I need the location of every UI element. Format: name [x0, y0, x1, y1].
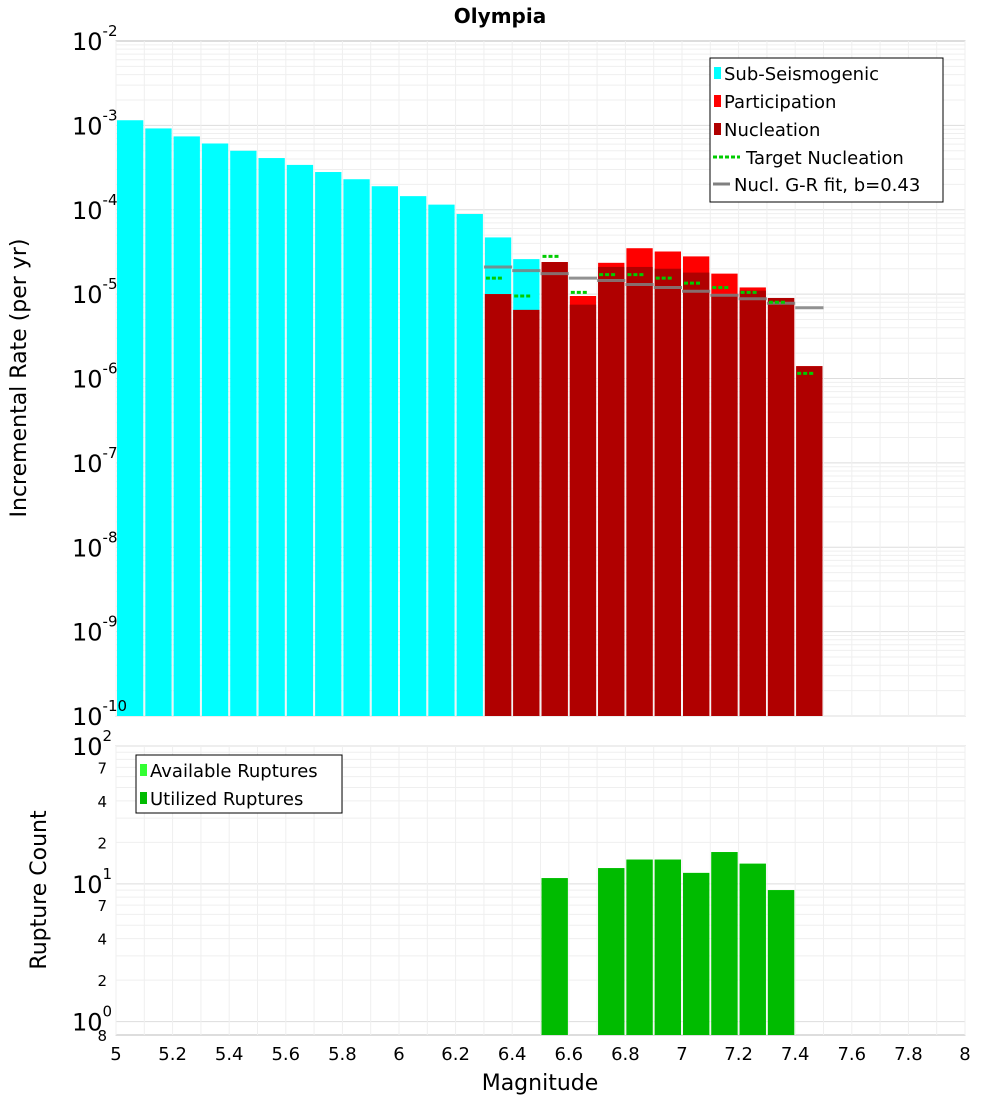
count-y-minor-tick-label: 7 — [97, 897, 107, 915]
legend-label-target-nucleation: Target Nucleation — [745, 148, 904, 169]
nucleation-bar — [598, 266, 625, 716]
sub-seismogenic-bar — [230, 150, 257, 716]
rate-y-tick-label: 10-5 — [72, 275, 118, 309]
utilized-ruptures-bar — [767, 890, 795, 1035]
legend-swatch-utilized-ruptures — [140, 792, 147, 804]
legend-label-sub-seismogenic: Sub-Seismogenic — [724, 64, 879, 85]
x-tick-label: 8 — [959, 1044, 970, 1065]
rate-legend: Sub-Seismogenic Participation Nucleation… — [709, 57, 944, 203]
count-y-axis-label: Rupture Count — [27, 810, 52, 970]
sub-seismogenic-bar — [456, 214, 483, 717]
x-tick-label: 7.2 — [724, 1044, 753, 1065]
rate-y-tick-label: 10-8 — [72, 528, 118, 562]
count-y-minor-tick-label: 7 — [97, 759, 107, 777]
legend-swatch-participation — [714, 95, 721, 107]
x-tick-label: 6.2 — [441, 1044, 470, 1065]
legend-swatch-sub-seismogenic — [714, 67, 721, 79]
sub-seismogenic-bar — [343, 179, 370, 716]
count-x-ticks: 5 5.2 5.4 5.6 5.8 6 6.2 6.4 6.6 6.8 7 7.2 7.4 7.6 7.8 8 — [110, 1044, 970, 1065]
sub-seismogenic-bar — [145, 128, 172, 716]
rate-y-tick-label: 10-7 — [72, 444, 118, 478]
legend-label-utilized-ruptures: Utilized Ruptures — [150, 789, 303, 810]
nucleation-bar — [711, 294, 738, 716]
x-tick-label: 5.2 — [158, 1044, 187, 1065]
rate-panel: 10-2 10-3 10-4 10-5 10-6 10-7 10-8 10-9 10-10 In… — [7, 22, 966, 731]
nucleation-bar — [569, 304, 597, 716]
x-tick-label: 6.4 — [498, 1044, 527, 1065]
x-tick-label: 6.8 — [611, 1044, 640, 1065]
nucleation-bar — [484, 294, 512, 716]
legend-label-gr-fit: Nucl. G-R fit, b=0.43 — [734, 175, 920, 196]
nucleation-bar — [513, 309, 540, 716]
count-panel: 102 101 100 7 4 2 7 4 2 8 5 5.2 5.4 5.6 5.8 6 6.2 6.4 6.6… — [27, 727, 971, 1096]
x-tick-label: 7.4 — [781, 1044, 810, 1065]
rate-lines — [483, 254, 824, 375]
rate-y-tick-label: 10-10 — [72, 697, 127, 731]
sub-seismogenic-bar — [173, 136, 200, 716]
rate-legend-box — [709, 57, 944, 203]
count-y-minor-tick-label: 2 — [97, 972, 107, 990]
x-tick-label: 5.8 — [328, 1044, 357, 1065]
nucleation-bar — [796, 366, 823, 716]
x-tick-label: 7 — [676, 1044, 687, 1065]
utilized-ruptures-bar — [598, 868, 625, 1035]
sub-seismogenic-bar — [286, 164, 314, 716]
nucleation-bar — [739, 290, 766, 716]
count-y-minor-tick-label: 4 — [97, 793, 107, 811]
nucleation-bar — [626, 266, 653, 716]
rate-y-axis-label: Incremental Rate (per yr) — [7, 239, 32, 518]
x-tick-label: 5 — [110, 1044, 121, 1065]
count-y-minor-tick-label: 4 — [97, 931, 107, 949]
utilized-ruptures-bar — [711, 852, 738, 1035]
sub-seismogenic-bar — [428, 204, 455, 717]
rate-y-tick-label: 10-6 — [72, 360, 118, 394]
count-grid — [115, 745, 966, 1035]
x-tick-label: 5.6 — [271, 1044, 300, 1065]
count-y-tick-label: 101 — [72, 865, 112, 899]
rate-y-tick-label: 10-3 — [72, 106, 118, 140]
nucleation-bar — [767, 297, 795, 716]
utilized-ruptures-bar — [683, 872, 710, 1035]
count-y-minor-tick-label: 2 — [97, 834, 107, 852]
sub-seismogenic-bar — [371, 186, 398, 716]
legend-label-participation: Participation — [724, 92, 836, 113]
x-tick-label: 7.8 — [894, 1044, 923, 1065]
sub-seismogenic-bar — [400, 196, 427, 716]
rate-y-tick-label: 10-9 — [72, 613, 118, 647]
count-bars — [541, 852, 795, 1035]
utilized-ruptures-bar — [626, 859, 653, 1035]
sub-seismogenic-bar — [117, 120, 144, 717]
x-tick-label: 6.6 — [554, 1044, 583, 1065]
legend-label-nucleation: Nucleation — [724, 120, 820, 141]
count-y-tick-label: 102 — [72, 727, 112, 761]
sub-seismogenic-bar — [258, 158, 285, 716]
count-legend-box — [135, 754, 343, 814]
rate-bars — [117, 120, 823, 717]
x-axis-label: Magnitude — [482, 1071, 599, 1096]
rate-y-ticks: 10-2 10-3 10-4 10-5 10-6 10-7 10-8 10-9 10-10 — [72, 22, 127, 731]
nucleation-bar — [541, 262, 568, 716]
x-tick-label: 5.4 — [215, 1044, 244, 1065]
utilized-ruptures-bar — [654, 859, 681, 1035]
count-legend: Available Ruptures Utilized Ruptures — [135, 754, 343, 814]
rate-y-tick-label: 10-2 — [72, 22, 118, 56]
utilized-ruptures-bar — [739, 863, 766, 1035]
sub-seismogenic-bar — [201, 143, 229, 716]
rate-y-tick-label: 10-4 — [72, 191, 118, 225]
legend-swatch-available-ruptures — [140, 764, 147, 776]
nucleation-bar — [683, 272, 710, 716]
count-y-tick-label: 100 — [72, 1003, 112, 1037]
count-y-ticks: 102 101 100 7 4 2 7 4 2 8 — [72, 727, 112, 1045]
legend-swatch-nucleation — [714, 123, 721, 135]
x-tick-label: 6 — [393, 1044, 404, 1065]
rate-grid — [115, 41, 966, 717]
sub-seismogenic-bar — [315, 172, 342, 716]
legend-label-available-ruptures: Available Ruptures — [150, 761, 318, 782]
utilized-ruptures-bar — [541, 878, 568, 1035]
nucleation-bar — [654, 268, 681, 716]
chart-title: Olympia — [454, 4, 546, 28]
x-tick-label: 7.6 — [837, 1044, 866, 1065]
count-y-minor-tick-label: 8 — [97, 1027, 107, 1045]
